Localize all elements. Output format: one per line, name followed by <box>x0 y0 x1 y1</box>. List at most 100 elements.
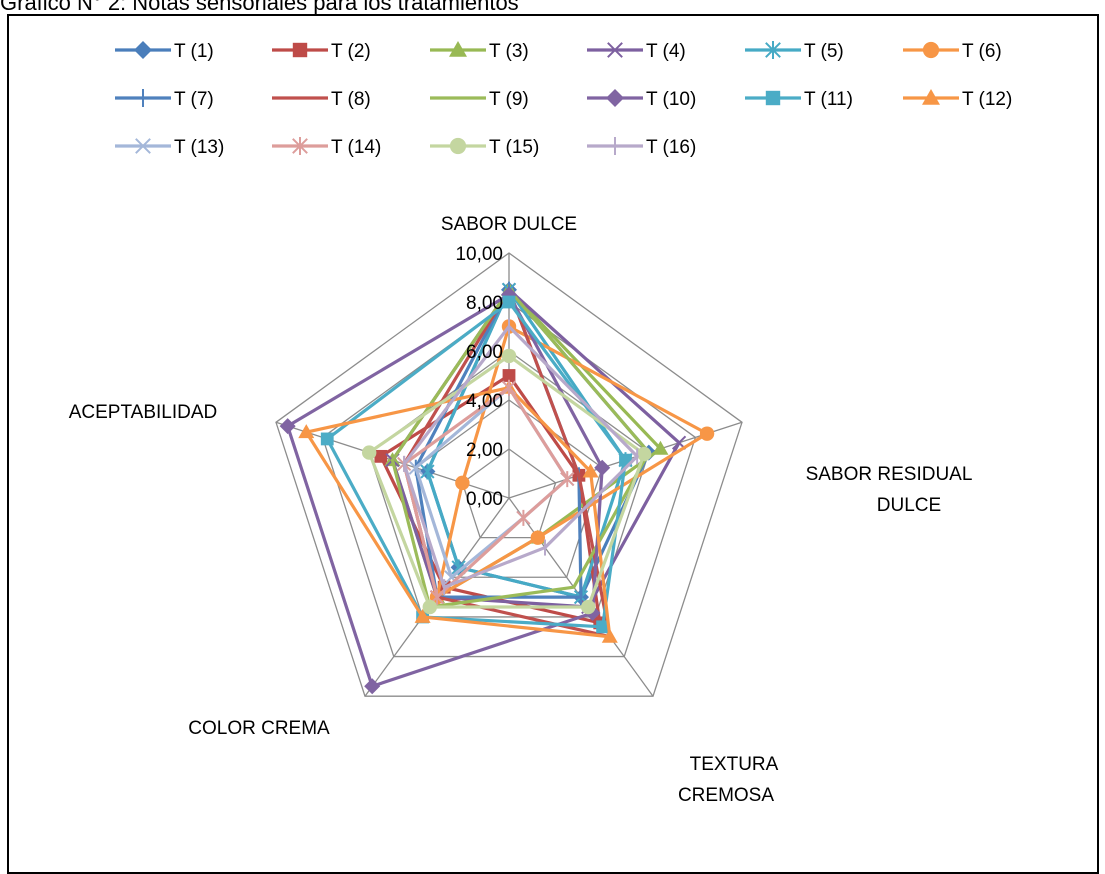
legend-label: T (6) <box>962 41 1002 62</box>
legend-marker <box>449 137 467 155</box>
tick-labels: 0,00 2,00 4,00 6,00 8,00 10,00 <box>455 244 503 510</box>
legend-entry-2: T (2) <box>272 41 371 62</box>
axis-label-5: ACEPTABILIDAD <box>69 402 218 423</box>
series-line-14 <box>402 386 569 599</box>
data-point-10-2 <box>594 459 611 476</box>
series-line-16 <box>402 324 639 589</box>
axis-label-4: COLOR CREMA <box>188 718 330 739</box>
grid-ring-4 <box>321 301 697 658</box>
axis-label-3: TEXTURA CREMOSA <box>678 754 779 806</box>
data-point-11-1 <box>502 295 516 309</box>
axis-labels: SABOR DULCE SABOR RESIDUAL DULCE TEXTURA CRE… <box>69 214 973 806</box>
legend-entry-5: T (5) <box>745 41 844 62</box>
legend-label: T (7) <box>174 89 214 110</box>
legend-entry-1: T (1) <box>115 41 214 62</box>
data-point-12-3 <box>601 628 618 643</box>
legend-entry-8: T (8) <box>272 89 371 110</box>
legend-label: T (5) <box>804 41 844 62</box>
legend-label: T (1) <box>174 41 214 62</box>
tick-label: 8,00 <box>466 293 503 314</box>
legend-label: T (2) <box>331 41 371 62</box>
data-point-6-2 <box>699 426 715 441</box>
legend-marker <box>922 41 940 59</box>
legend-label: T (8) <box>331 89 371 110</box>
legend-label: T (10) <box>646 89 696 110</box>
legend-label: T (14) <box>331 137 381 158</box>
legend-label: T (15) <box>489 137 539 158</box>
legend-entry-7: T (7) <box>115 89 214 110</box>
axis-label-1: SABOR DULCE <box>441 214 577 235</box>
data-point-6-5 <box>455 475 470 491</box>
legend-label: T (12) <box>962 89 1012 110</box>
legend-label: T (9) <box>489 89 529 110</box>
data-point-11-5 <box>320 432 334 446</box>
series-line-12 <box>304 386 612 639</box>
grid-ring-5 <box>275 252 743 697</box>
legend-entry-4: T (4) <box>587 41 686 62</box>
legend-entry-15: T (15) <box>430 137 539 158</box>
series-line-11 <box>325 300 628 629</box>
legend-entry-10: T (10) <box>587 89 696 110</box>
tick-label: 0,00 <box>466 489 503 510</box>
data-point-15-1 <box>501 348 517 364</box>
legend-marker <box>922 89 940 105</box>
data-point-2-5 <box>374 449 388 463</box>
tick-label: 4,00 <box>466 391 503 412</box>
series-line-15 <box>367 354 646 609</box>
series-line-8 <box>402 288 612 639</box>
data-point-15-5 <box>361 445 377 460</box>
legend-marker <box>449 41 467 57</box>
legend-marker <box>292 137 308 155</box>
data-point-2-1 <box>502 369 516 382</box>
data-point-5-5 <box>420 463 435 480</box>
data-point-13-5 <box>408 460 423 475</box>
data-point-15-2 <box>636 446 652 462</box>
legend-marker <box>606 89 624 107</box>
legend-marker <box>765 90 781 106</box>
series-15 <box>361 348 652 615</box>
series-9 <box>390 288 651 609</box>
tick-label: 2,00 <box>466 440 503 461</box>
tick-label: 10,00 <box>455 244 503 265</box>
data-point-15-4 <box>422 599 437 615</box>
legend-entry-6: T (6) <box>903 41 1002 62</box>
legend-label: T (13) <box>174 137 224 158</box>
series-layer <box>279 281 715 695</box>
legend-label: T (3) <box>489 41 529 62</box>
data-point-12-4 <box>414 608 431 623</box>
legend-label: T (11) <box>804 89 853 110</box>
data-point-12-5 <box>298 424 315 439</box>
axis-label-line: CREMOSA <box>678 785 774 806</box>
axis-label-2: SABOR RESIDUAL DULCE <box>806 464 973 516</box>
legend-entry-13: T (13) <box>115 137 224 158</box>
legend-label: T (16) <box>646 137 696 158</box>
data-point-10-5 <box>279 418 296 435</box>
axis-label-line: DULCE <box>877 495 941 516</box>
legend-marker <box>135 138 151 154</box>
series-line-2 <box>379 373 602 625</box>
series-12 <box>298 379 618 643</box>
data-point-10-4 <box>364 678 381 695</box>
radar-chart: SABOR DULCE SABOR RESIDUAL DULCE TEXTURA CRE… <box>69 41 1012 806</box>
axis-label-line: TEXTURA <box>690 754 779 775</box>
axis-label-line: SABOR RESIDUAL <box>806 464 973 485</box>
series-line-10 <box>286 293 604 688</box>
series-16 <box>402 318 639 596</box>
data-point-6-3 <box>530 530 546 545</box>
series-8 <box>402 288 612 639</box>
legend-label: T (4) <box>646 41 686 62</box>
series-line-6 <box>435 324 709 599</box>
data-point-11-3 <box>596 620 610 634</box>
data-point-14-2 <box>560 471 575 488</box>
grid-ring-1 <box>461 448 557 539</box>
data-point-12-2 <box>582 463 599 478</box>
series-14 <box>397 379 575 606</box>
legend-entry-16: T (16) <box>587 137 696 158</box>
legend-entry-11: T (11) <box>745 89 853 110</box>
legend: T (1) T (2) T (3) T (4) T (5) T (6) T (7) T (8)… <box>115 41 1012 158</box>
figure-caption: Gráfico N° 2: Notas sensoriales para los… <box>0 0 519 15</box>
data-point-14-1 <box>501 379 517 396</box>
legend-entry-12: T (12) <box>903 89 1012 110</box>
tick-label: 6,00 <box>466 342 503 363</box>
data-point-14-3 <box>516 509 531 526</box>
